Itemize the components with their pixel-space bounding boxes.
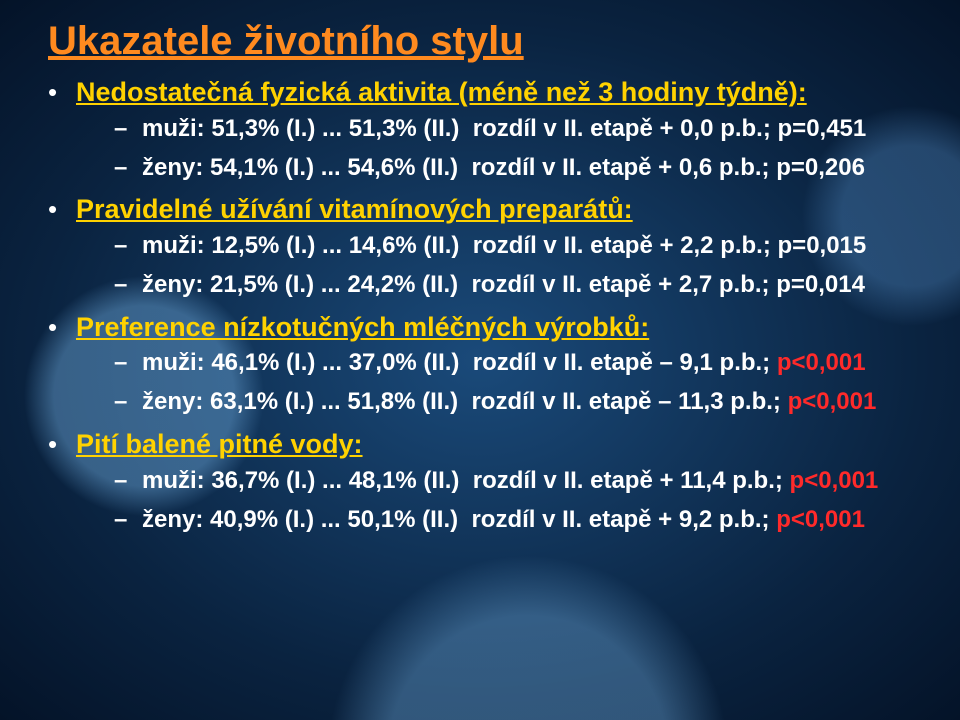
row-right: rozdíl v II. etapě + 2,2 p.b.; p=0,015 (473, 232, 866, 259)
section-2-heading-row: • Pravidelné užívání vitamínových prepar… (48, 193, 912, 227)
section-1-heading: Nedostatečná fyzická aktivita (méně než … (76, 76, 807, 110)
bullet-icon: • (48, 196, 76, 222)
row-left: ženy: 63,1% (I.) ... 51,8% (II.) (142, 388, 458, 415)
section-2-heading-text: Pravidelné užívání vitamínových preparát… (76, 194, 633, 224)
section-2: • Pravidelné užívání vitamínových prepar… (48, 193, 912, 302)
section-2-heading: Pravidelné užívání vitamínových preparát… (76, 193, 633, 227)
row-right: rozdíl v II. etapě + 9,2 p.b.; (471, 506, 776, 533)
row-red: p<0,001 (777, 349, 866, 376)
list-item: muži: 12,5% (I.) ... 14,6% (II.) rozdíl … (114, 229, 912, 264)
row-left: ženy: 21,5% (I.) ... 24,2% (II.) (142, 271, 458, 298)
section-3-rows: muži: 46,1% (I.) ... 37,0% (II.) rozdíl … (48, 346, 912, 420)
row-red: p<0,001 (790, 467, 879, 494)
section-3-heading: Preference nízkotučných mléčných výrobků… (76, 311, 649, 345)
section-3-heading-row: • Preference nízkotučných mléčných výrob… (48, 311, 912, 345)
section-1: • Nedostatečná fyzická aktivita (méně ne… (48, 76, 912, 185)
section-list: • Nedostatečná fyzická aktivita (méně ne… (48, 76, 912, 537)
list-item: ženy: 21,5% (I.) ... 24,2% (II.) rozdíl … (114, 268, 912, 303)
row-right: rozdíl v II. etapě + 2,7 p.b.; p=0,014 (471, 271, 864, 298)
row-right: rozdíl v II. etapě + 0,6 p.b.; p=0,206 (471, 154, 864, 181)
row-left: ženy: 40,9% (I.) ... 50,1% (II.) (142, 506, 458, 533)
section-3: • Preference nízkotučných mléčných výrob… (48, 311, 912, 420)
slide-title: Ukazatele životního stylu (48, 20, 912, 62)
section-4-rows: muži: 36,7% (I.) ... 48,1% (II.) rozdíl … (48, 464, 912, 538)
row-left: muži: 12,5% (I.) ... 14,6% (II.) (142, 232, 459, 259)
bullet-icon: • (48, 431, 76, 457)
row-right: rozdíl v II. etapě – 11,3 p.b.; (471, 388, 787, 415)
bullet-icon: • (48, 314, 76, 340)
section-4-heading: Pití balené pitné vody: (76, 428, 363, 462)
list-item: muži: 46,1% (I.) ... 37,0% (II.) rozdíl … (114, 346, 912, 381)
list-item: muži: 36,7% (I.) ... 48,1% (II.) rozdíl … (114, 464, 912, 499)
bullet-icon: • (48, 79, 76, 105)
list-item: muži: 51,3% (I.) ... 51,3% (II.) rozdíl … (114, 112, 912, 147)
row-left: muži: 51,3% (I.) ... 51,3% (II.) (142, 115, 459, 142)
section-1-rows: muži: 51,3% (I.) ... 51,3% (II.) rozdíl … (48, 112, 912, 186)
row-left: muži: 36,7% (I.) ... 48,1% (II.) (142, 467, 459, 494)
list-item: ženy: 54,1% (I.) ... 54,6% (II.) rozdíl … (114, 151, 912, 186)
row-right: rozdíl v II. etapě + 0,0 p.b.; p=0,451 (473, 115, 866, 142)
section-4: • Pití balené pitné vody: muži: 36,7% (I… (48, 428, 912, 537)
row-right: rozdíl v II. etapě – 9,1 p.b.; (473, 349, 777, 376)
row-left: ženy: 54,1% (I.) ... 54,6% (II.) (142, 154, 458, 181)
row-left: muži: 46,1% (I.) ... 37,0% (II.) (142, 349, 459, 376)
row-red: p<0,001 (788, 388, 877, 415)
list-item: ženy: 40,9% (I.) ... 50,1% (II.) rozdíl … (114, 503, 912, 538)
slide: Ukazatele životního stylu • Nedostatečná… (0, 0, 960, 720)
list-item: ženy: 63,1% (I.) ... 51,8% (II.) rozdíl … (114, 385, 912, 420)
section-4-heading-row: • Pití balené pitné vody: (48, 428, 912, 462)
section-2-rows: muži: 12,5% (I.) ... 14,6% (II.) rozdíl … (48, 229, 912, 303)
row-red: p<0,001 (776, 506, 865, 533)
slide-content: Ukazatele životního stylu • Nedostatečná… (48, 20, 912, 545)
section-1-heading-row: • Nedostatečná fyzická aktivita (méně ne… (48, 76, 912, 110)
row-right: rozdíl v II. etapě + 11,4 p.b.; (473, 467, 790, 494)
